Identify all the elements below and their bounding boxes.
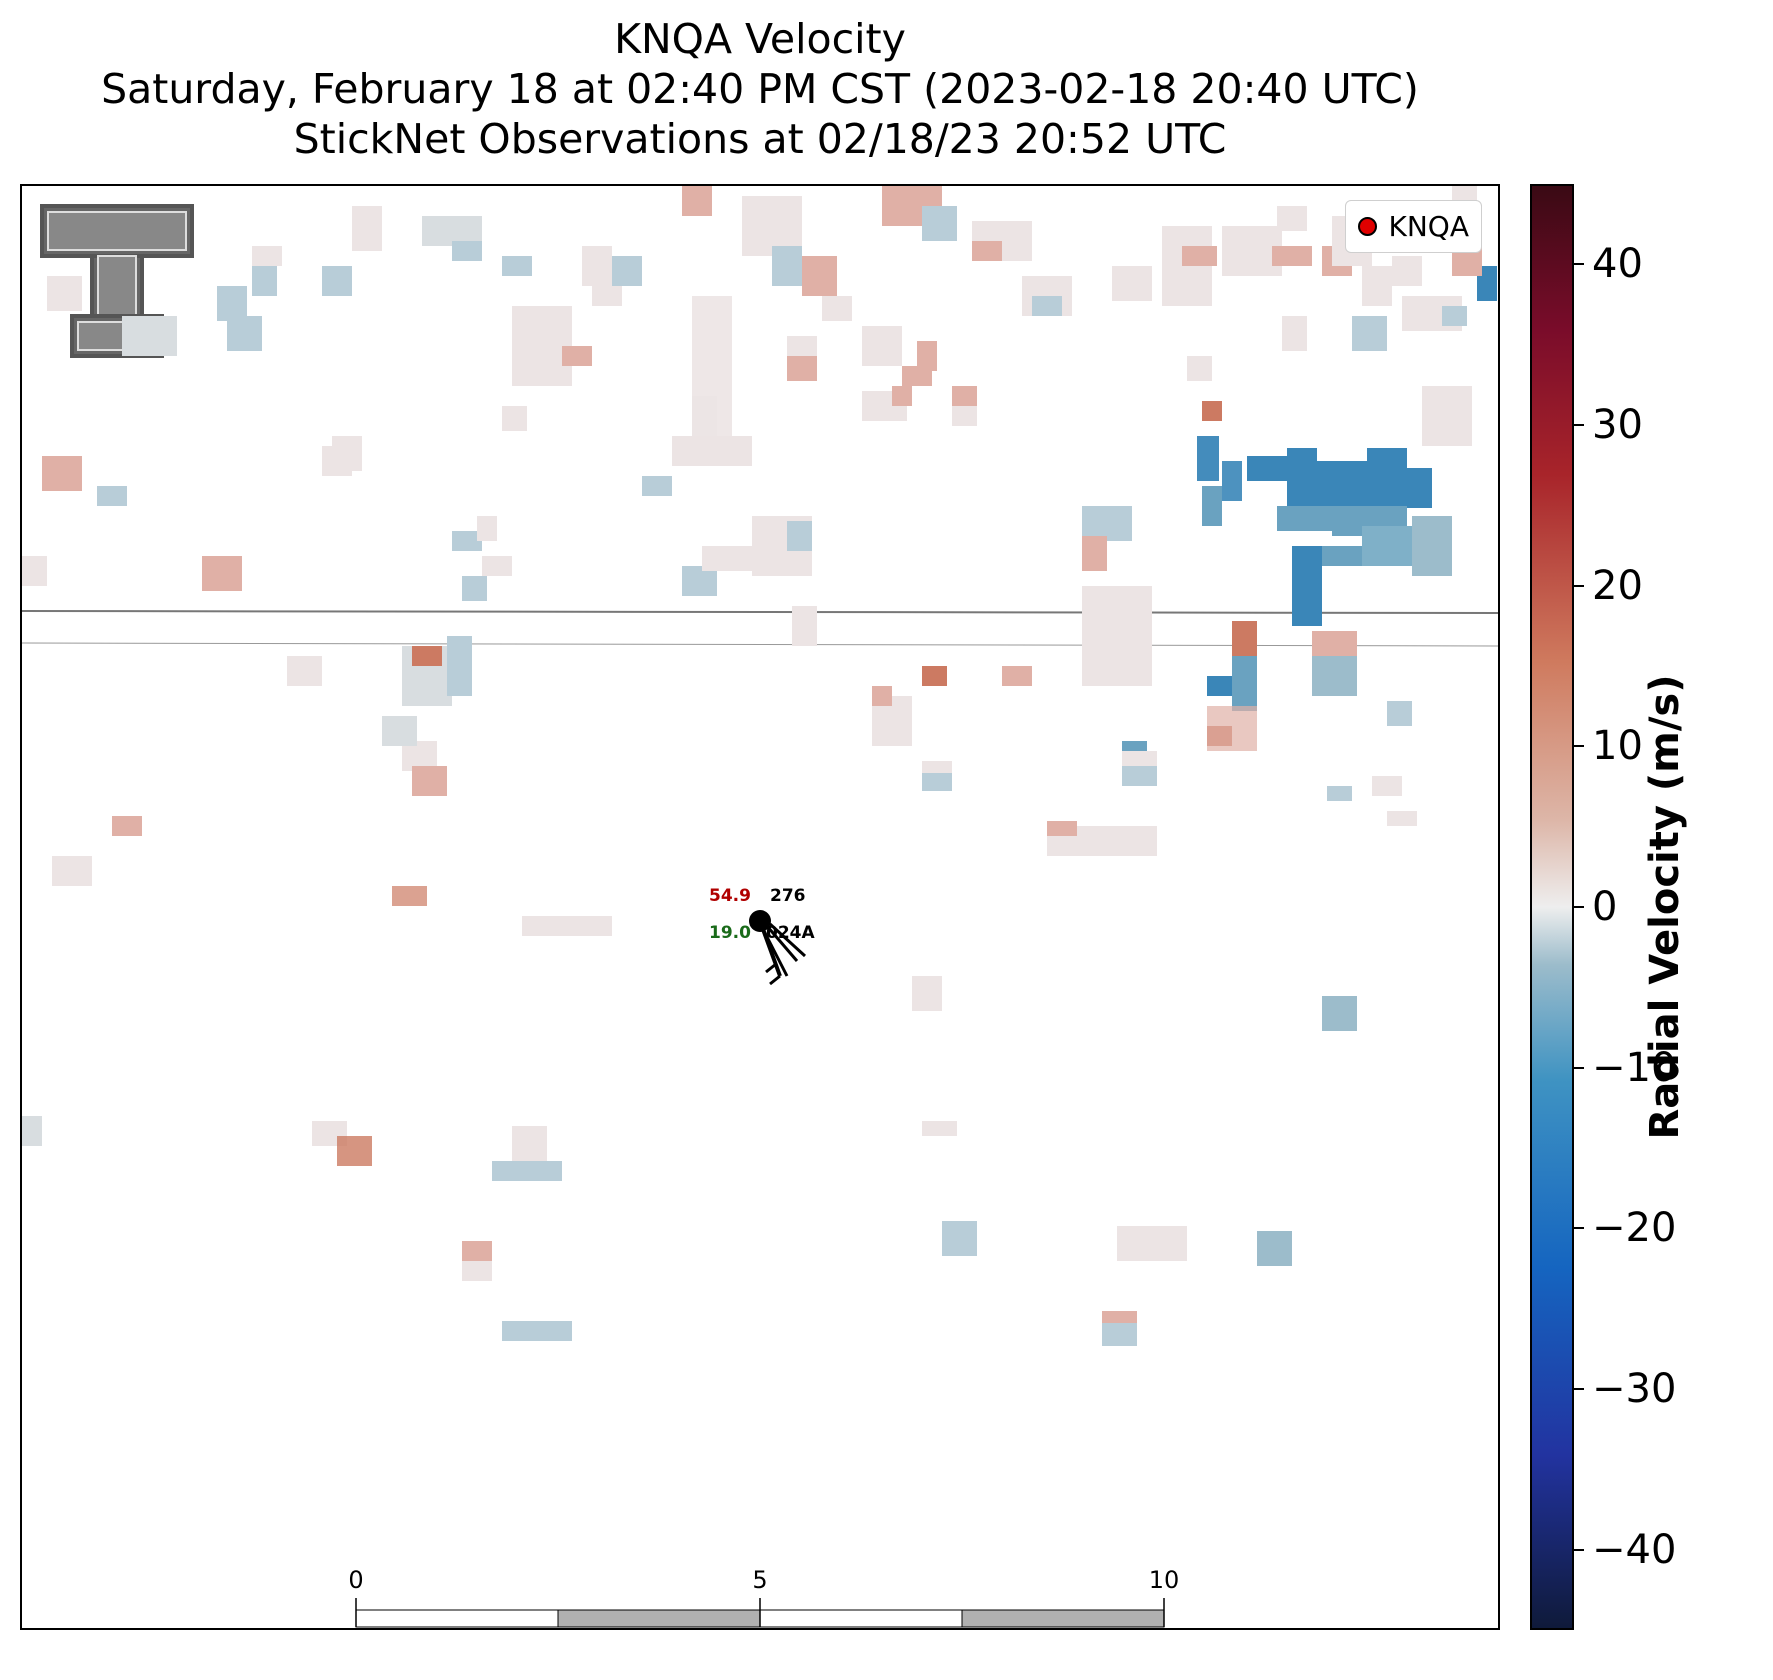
colorbar-tick-label: 10 [1592, 723, 1643, 770]
colorbar-tick-mark [1574, 1388, 1584, 1390]
colorbar-tick-mark [1574, 1227, 1584, 1230]
plot-subtitle-time: Saturday, February 18 at 02:40 PM CST (2… [101, 65, 1419, 113]
station-dewpoint: 19.0 [709, 923, 751, 943]
colorbar-tick-label: −20 [1592, 1205, 1677, 1252]
colorbar-tick-label: −30 [1592, 1366, 1677, 1412]
colorbar-tick-mark [1574, 1548, 1584, 1551]
colorbar-tick-label: 0 [1592, 884, 1618, 930]
scale-bar [355, 1598, 1165, 1628]
station-pressure-value: 276 [770, 886, 806, 906]
colorbar-tick-label: 20 [1592, 562, 1643, 609]
plot-title: KNQA Velocity [614, 15, 906, 63]
radar-map-panel[interactable]: KNQA 54.9 276 19.0 024A 0 5 10 km [20, 184, 1500, 1630]
scalebar-tick-10: 10 [1148, 1566, 1180, 1594]
county-line [22, 610, 1498, 614]
colorbar-tick-mark [1574, 906, 1584, 908]
colorbar-tick-mark [1574, 584, 1584, 587]
plot-subtitle-observations: StickNet Observations at 02/18/23 20:52 … [293, 115, 1227, 163]
scalebar-tick-5: 5 [752, 1566, 768, 1594]
radar-marker-icon [1357, 217, 1377, 236]
colorbar-tick-label: 40 [1592, 241, 1643, 288]
velocity-gates [22, 186, 1497, 1346]
radar-velocity-field [22, 186, 1498, 1628]
colorbar-tick-mark [1574, 745, 1584, 748]
map-legend: KNQA [1344, 200, 1482, 253]
scalebar-tick-0: 0 [348, 1566, 364, 1594]
colorbar-tick-mark [1574, 1066, 1584, 1069]
station-id: 024A [766, 923, 815, 943]
colorbar [1530, 184, 1574, 1630]
colorbar-tick-label: 30 [1592, 402, 1643, 448]
legend-label: KNQA [1388, 210, 1470, 243]
station-temperature: 54.9 [709, 886, 751, 906]
colorbar-tick-label: −40 [1592, 1526, 1677, 1573]
colorbar-tick-label: −10 [1592, 1044, 1677, 1091]
county-line [22, 642, 1498, 647]
colorbar-label: Radial Velocity (m/s) [1642, 674, 1688, 1140]
colorbar-tick-mark [1574, 424, 1584, 426]
colorbar-tick-mark [1574, 263, 1584, 266]
sticknet-station-marker[interactable] [749, 910, 807, 986]
